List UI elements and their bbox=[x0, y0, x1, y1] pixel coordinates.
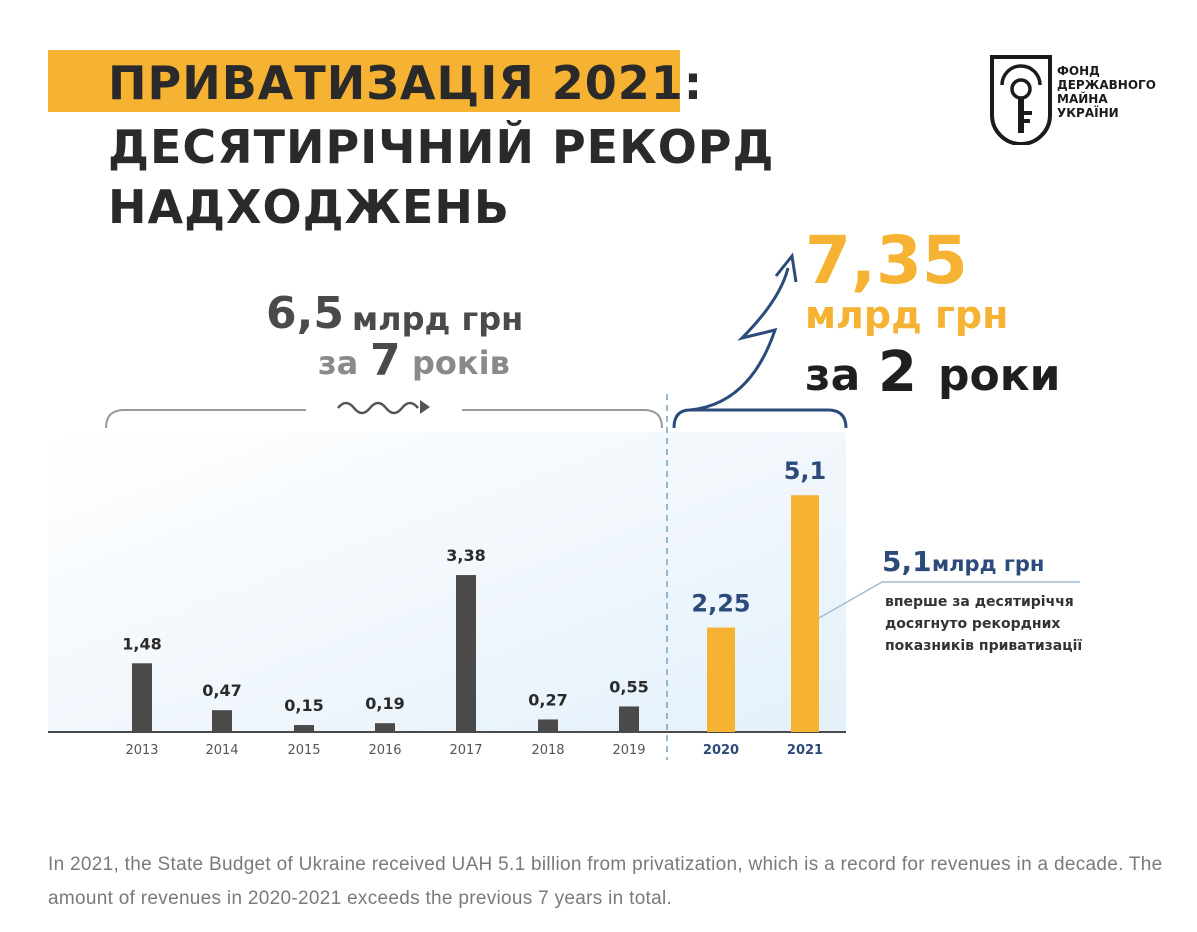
value-label-2013: 1,48 bbox=[122, 634, 161, 653]
logo-text-3: МАЙНА bbox=[1057, 92, 1108, 106]
bar-2019 bbox=[619, 706, 639, 732]
logo-text-1: ФОНД bbox=[1057, 64, 1100, 78]
wavy-arrow-icon bbox=[337, 401, 419, 415]
right-bracket bbox=[672, 408, 848, 429]
x-tick-2018: 2018 bbox=[531, 743, 564, 758]
right-summary-unit: млрд грн bbox=[805, 293, 1009, 337]
x-tick-2021: 2021 bbox=[787, 743, 823, 758]
right-summary-prefix: за bbox=[805, 350, 861, 401]
x-tick-2014: 2014 bbox=[205, 743, 238, 758]
value-label-2016: 0,19 bbox=[365, 694, 404, 713]
left-summary-suffix: років bbox=[412, 344, 510, 382]
callout-text-2: досягнуто рекордних bbox=[885, 616, 1061, 632]
title-line-3: НАДХОДЖЕНЬ bbox=[108, 180, 510, 234]
bar-2018 bbox=[538, 719, 558, 732]
bar-2013 bbox=[132, 663, 152, 732]
caption-text: In 2021, the State Budget of Ukraine rec… bbox=[48, 854, 1163, 909]
callout-amount: 5,1 bbox=[882, 545, 932, 578]
left-summary-prefix: за bbox=[318, 344, 359, 382]
value-label-2018: 0,27 bbox=[528, 690, 567, 709]
x-tick-2020: 2020 bbox=[703, 743, 739, 758]
x-tick-2017: 2017 bbox=[449, 743, 482, 758]
right-summary-amount: 7,35 bbox=[805, 222, 968, 299]
trend-arrow-head-icon bbox=[774, 252, 798, 283]
value-label-2021: 5,1 bbox=[784, 457, 827, 485]
bar-2021 bbox=[791, 495, 819, 732]
wavy-arrow-head-icon bbox=[420, 400, 430, 414]
value-label-2017: 3,38 bbox=[446, 546, 485, 565]
callout-text-1: вперше за десятиріччя bbox=[885, 594, 1074, 610]
logo-text-4: УКРАЇНИ bbox=[1057, 106, 1119, 120]
callout-unit: млрд грн bbox=[932, 552, 1045, 576]
left-summary-unit: млрд грн bbox=[352, 300, 524, 338]
bar-2020 bbox=[707, 627, 735, 732]
x-tick-2015: 2015 bbox=[287, 743, 320, 758]
bar-2014 bbox=[212, 710, 232, 732]
x-tick-2013: 2013 bbox=[125, 743, 158, 758]
trend-arrow-icon bbox=[689, 267, 790, 412]
key-emblem-icon bbox=[990, 55, 1052, 145]
bar-2015 bbox=[294, 725, 314, 732]
value-label-2019: 0,55 bbox=[609, 677, 648, 696]
x-tick-2019: 2019 bbox=[612, 743, 645, 758]
value-label-2020: 2,25 bbox=[691, 590, 750, 618]
title-line-2: ДЕСЯТИРІЧНИЙ РЕКОРД bbox=[108, 120, 775, 174]
privatization-bar-chart: 1,48 2013 0,47 2014 0,15 2015 0,19 2016 3,38 2017… bbox=[48, 252, 1080, 760]
title-highlight-band bbox=[48, 50, 680, 112]
left-summary-years: 7 bbox=[370, 335, 401, 386]
logo-text-2: ДЕРЖАВНОГО bbox=[1057, 78, 1156, 92]
value-label-2015: 0,15 bbox=[284, 696, 323, 715]
right-summary-suffix: роки bbox=[938, 350, 1061, 401]
title-line-1: ПРИВАТИЗАЦІЯ 2021: bbox=[108, 56, 704, 110]
bar-2016 bbox=[375, 723, 395, 732]
left-summary-amount: 6,5 bbox=[266, 288, 344, 339]
right-summary-years: 2 bbox=[878, 340, 917, 405]
x-tick-2016: 2016 bbox=[368, 743, 401, 758]
value-label-2014: 0,47 bbox=[202, 681, 241, 700]
left-bracket bbox=[105, 409, 663, 429]
callout-text-3: показників приватизації bbox=[885, 638, 1083, 654]
callout-line-diagonal bbox=[811, 581, 883, 623]
bar-2017 bbox=[456, 575, 476, 732]
